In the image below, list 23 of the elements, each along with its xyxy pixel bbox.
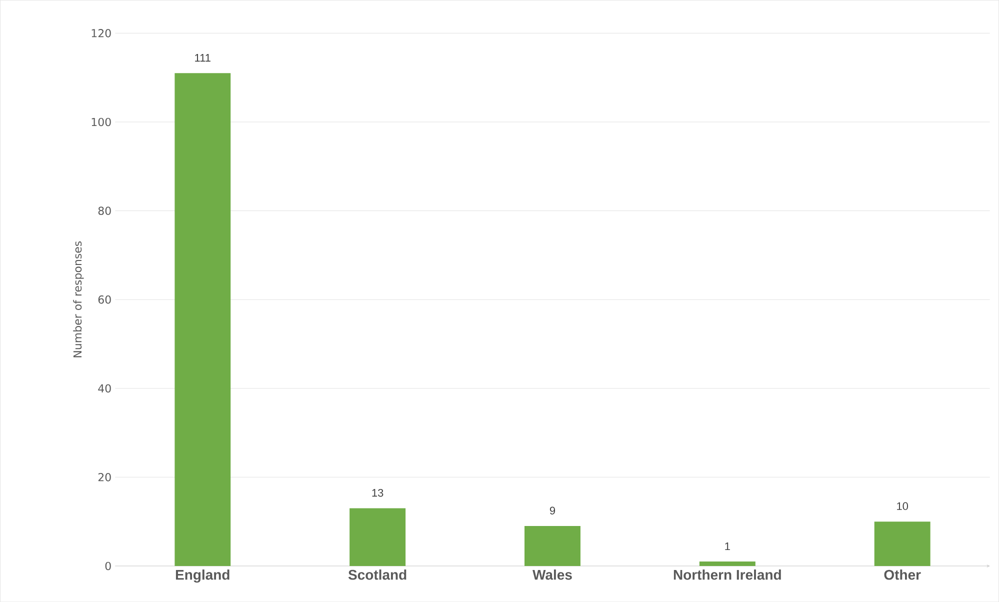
bar	[524, 526, 580, 566]
y-tick-label: 100	[92, 118, 111, 126]
data-label: 13	[372, 488, 384, 497]
y-tick-label: 40	[98, 384, 111, 392]
x-tick-label: Wales	[532, 569, 572, 580]
bar	[699, 561, 756, 566]
x-tick-label: Scotland	[348, 569, 406, 580]
y-tick-label: 0	[105, 562, 111, 570]
x-tick-label: Other	[884, 569, 921, 580]
y-axis-title: Number of responses	[73, 241, 84, 358]
bar	[174, 73, 231, 566]
data-label: 1	[725, 542, 730, 550]
y-tick-label: 60	[98, 295, 111, 304]
bar	[874, 521, 930, 566]
y-tick-label: 20	[98, 472, 111, 482]
x-tick-label: England	[176, 569, 230, 583]
x-tick-label: Northern Ireland	[674, 569, 781, 580]
data-label: 111	[195, 54, 210, 62]
bar	[350, 508, 406, 566]
y-tick-label: 120	[92, 28, 111, 38]
data-label: 10	[897, 502, 908, 510]
data-label: 9	[550, 506, 556, 514]
y-tick-label: 80	[98, 206, 111, 215]
